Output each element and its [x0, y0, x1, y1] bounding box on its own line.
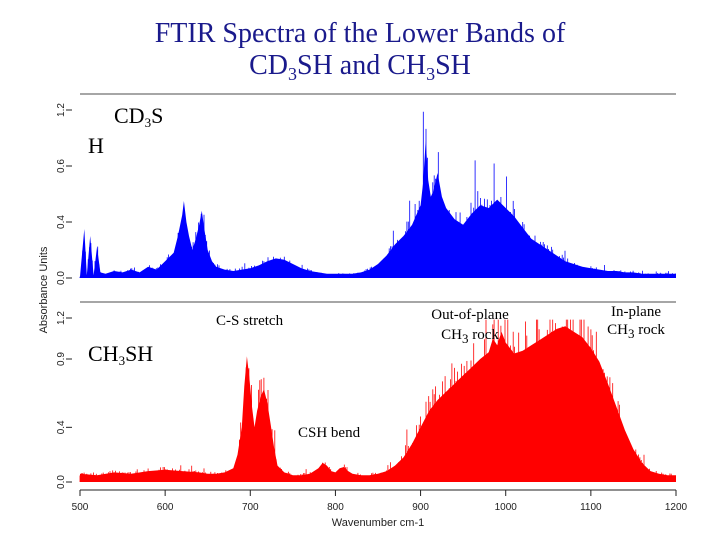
ch3sh-label: CH3SH — [88, 341, 154, 369]
series-cd3sh-spikes — [79, 111, 676, 278]
series-cd3sh-area — [80, 140, 676, 278]
panel-1-ytick-label-0: 0.0 — [56, 475, 67, 489]
panel-0-ytick-label-0: 0.0 — [56, 271, 67, 285]
x-tick-label-7: 1200 — [665, 502, 688, 513]
panel-0-ytick-label-2: 0.6 — [56, 159, 67, 173]
x-tick-label-2: 700 — [242, 502, 259, 513]
x-tick-label-3: 800 — [327, 502, 344, 513]
panel-1-ytick-label-1: 0.4 — [56, 420, 67, 434]
x-tick-label-6: 1100 — [580, 502, 602, 513]
cd3sh-label-h: H — [88, 133, 104, 158]
x-tick-label-4: 900 — [412, 502, 429, 513]
panel-0-ytick-label-3: 1.2 — [56, 103, 67, 117]
panel-1-ytick-label-2: 0.9 — [56, 352, 67, 366]
x-tick-label-5: 1000 — [495, 502, 518, 513]
series-ch3sh-spikes — [79, 319, 676, 482]
annotation-cs-stretch: C-S stretch — [216, 313, 284, 329]
y-axis-label: Absorbance Units — [38, 246, 50, 333]
annotation-in-plane-ch3-rock: In-plane CH3 rock — [607, 304, 665, 341]
annotation-out-of-plane-ch3-rock: Out-of-plane CH3 rock — [431, 307, 509, 346]
panel-0-ytick-label-1: 0.4 — [56, 215, 67, 229]
panel-1-ytick-label-3: 1.2 — [56, 311, 67, 325]
x-tick-label-1: 600 — [157, 502, 174, 513]
chart-title-line1: FTIR Spectra of the Lower Bands of — [154, 18, 566, 49]
chart-title-line2: CD3SH and CH3SH — [249, 50, 471, 84]
x-tick-label-0: 500 — [72, 502, 89, 513]
cd3sh-label: CD3S — [114, 103, 164, 131]
x-axis-label: Wavenumber cm-1 — [332, 517, 425, 529]
annotation-csh-bend: CSH bend — [298, 425, 361, 441]
